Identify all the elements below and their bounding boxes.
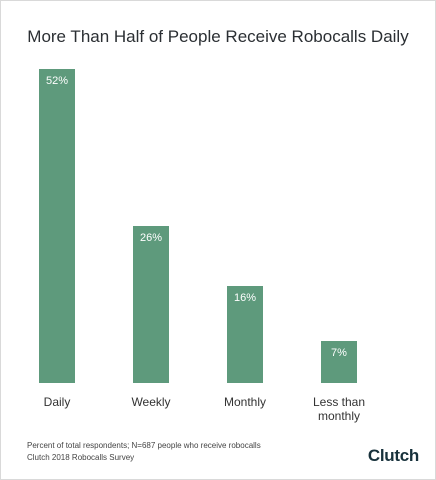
bar bbox=[321, 340, 357, 383]
x-tick-label: Less than monthly bbox=[312, 395, 366, 423]
value-label: 26% bbox=[139, 232, 163, 244]
x-tick-label: Monthly bbox=[223, 395, 267, 409]
bar bbox=[39, 69, 75, 383]
source: Clutch 2018 Robocalls Survey bbox=[27, 453, 135, 462]
value-label: 7% bbox=[331, 346, 347, 359]
bar bbox=[227, 286, 263, 383]
footnote: Percent of total respondents; N=687 peop… bbox=[27, 441, 261, 450]
value-label: 52% bbox=[45, 75, 69, 87]
value-label: 16% bbox=[233, 292, 257, 305]
bar bbox=[133, 226, 169, 383]
logo: Clutch bbox=[367, 446, 419, 465]
chart-title: More Than Half of People Receive Robocal… bbox=[27, 27, 409, 46]
x-tick-label: Weekly bbox=[131, 395, 171, 409]
x-tick-label: Daily bbox=[43, 395, 71, 409]
